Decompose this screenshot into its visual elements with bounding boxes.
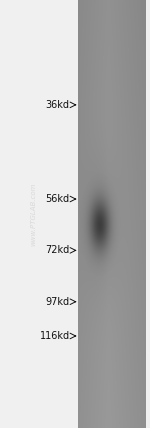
Text: www.PTGLAB.com: www.PTGLAB.com bbox=[30, 182, 36, 246]
Text: 72kd: 72kd bbox=[45, 245, 70, 256]
Text: 116kd: 116kd bbox=[40, 331, 70, 341]
Text: 97kd: 97kd bbox=[46, 297, 70, 307]
Text: 56kd: 56kd bbox=[46, 194, 70, 204]
Text: 36kd: 36kd bbox=[46, 100, 70, 110]
